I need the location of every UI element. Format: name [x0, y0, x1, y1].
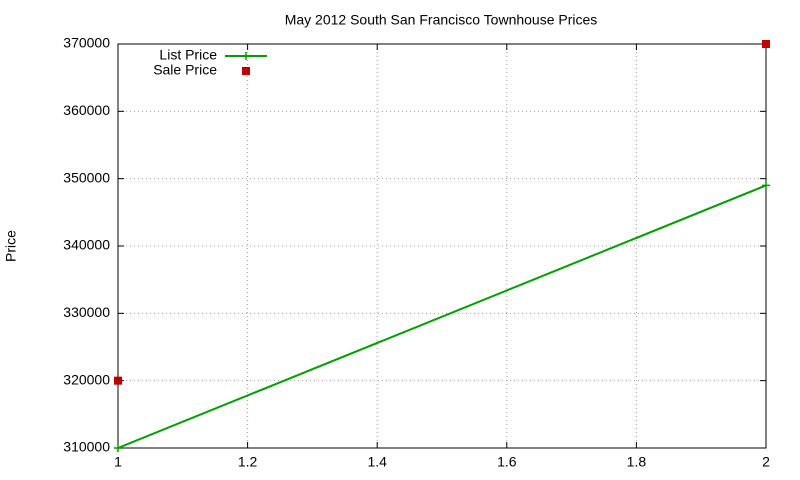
- x-tick-label: 1: [114, 454, 122, 470]
- legend-label: List Price: [159, 47, 217, 63]
- plot-border: [117, 43, 767, 449]
- legend-marker: [242, 67, 250, 75]
- y-axis-label: Price: [3, 230, 19, 262]
- y-tick-label: 370000: [63, 35, 110, 51]
- x-tick-label: 1.2: [238, 454, 258, 470]
- x-tick-label: 1.4: [367, 454, 387, 470]
- y-tick-label: 310000: [63, 439, 110, 455]
- point: [114, 376, 122, 385]
- x-tick-label: 2: [762, 454, 770, 470]
- point: [762, 40, 770, 48]
- legend-marker: [242, 52, 250, 60]
- y-tick-label: 350000: [63, 169, 110, 185]
- line: [117, 184, 767, 449]
- y-tick-label: 360000: [63, 102, 110, 118]
- y-tick-label: 330000: [63, 304, 110, 320]
- point: [114, 444, 122, 452]
- x-tick-label: 1.8: [627, 454, 647, 470]
- legend-label: Sale Price: [153, 62, 217, 78]
- y-tick-label: 340000: [63, 237, 110, 253]
- x-tick-label: 1.6: [497, 454, 517, 470]
- chart-title: May 2012 South San Francisco Townhouse P…: [285, 12, 598, 28]
- y-tick-label: 320000: [63, 371, 110, 387]
- point: [762, 181, 770, 190]
